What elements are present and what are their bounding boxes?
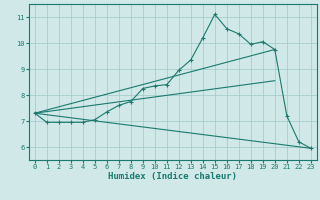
X-axis label: Humidex (Indice chaleur): Humidex (Indice chaleur) xyxy=(108,172,237,181)
